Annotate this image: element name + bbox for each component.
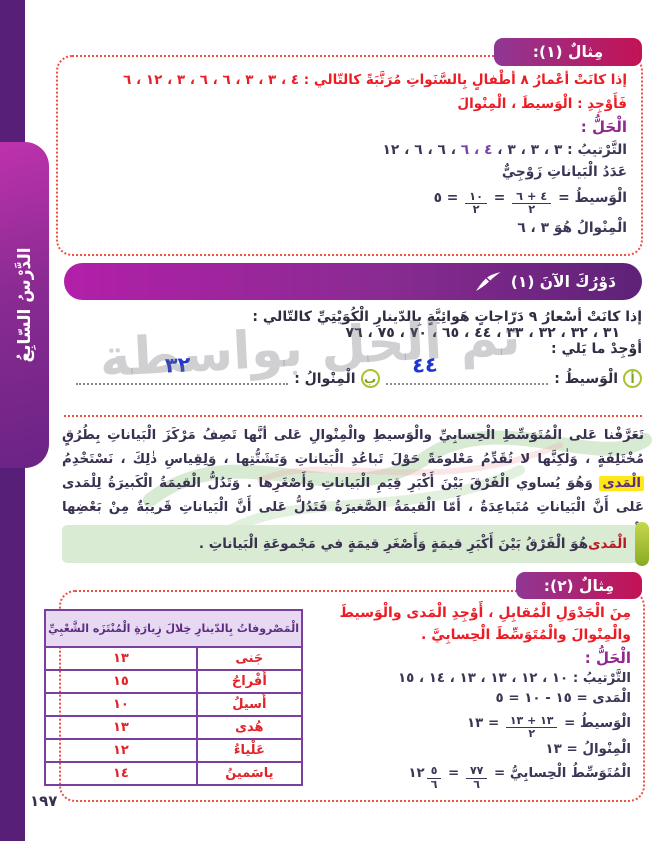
your-turn-question-line-1: إذا كانَتْ أسْعارُ ٩ دَرّاجاتٍ هَوائِيَّ… bbox=[252, 309, 642, 325]
expenses-table: الْمَصْروفاتُ بِالدّينارِ خِلالَ زِيارَة… bbox=[44, 609, 304, 786]
example-2-section: مِنَ الْجَدْوَلِ الْمُقابِلِ ، أَوْجِدِ … bbox=[44, 590, 645, 802]
your-turn-title: دَوْرُكَ الآنَ (١) bbox=[510, 272, 616, 291]
mode-line: الْمِنْوالُ = ١٣ bbox=[545, 742, 631, 758]
example-1-badge: مِثالٌ (١): bbox=[494, 38, 642, 66]
your-turn-section: إذا كانَتْ أسْعارُ ٩ دَرّاجاتٍ هَوائِيَّ… bbox=[64, 303, 642, 417]
median-label: الْوَسيطُ = bbox=[553, 190, 627, 207]
table-row: أَسيلُ ١٠ bbox=[44, 692, 304, 717]
student-name: جَنى bbox=[195, 646, 304, 671]
definition-term: الْمَدى bbox=[588, 536, 627, 552]
expense-value: ١٥ bbox=[44, 669, 198, 694]
mean-equation-line: الْمُتَوَسِّطُ الْحِسابِيُّ = ٧٧ ٦ = ١٢ ٥ ٦ bbox=[313, 760, 631, 791]
part-a-circle: أ bbox=[623, 369, 642, 388]
example-1-section: إذا كانَتْ أعْمارُ ٨ أطْفالٍ بِالسَّنَوا… bbox=[56, 55, 643, 256]
highlighted-term-range: الْمَدى bbox=[599, 476, 644, 492]
mean-label: الْمُتَوَسِّطُ الْحِسابِيُّ = bbox=[489, 766, 631, 782]
expense-value: ١٠ bbox=[44, 692, 198, 717]
your-turn-prompt: أوْجِدْ ما يَلي : bbox=[551, 341, 642, 357]
part-b-label: الْمِنْوالُ : bbox=[294, 370, 356, 387]
table-row: ياسَمينُ ١٤ bbox=[44, 761, 304, 786]
example-2-badge: مِثالٌ (٢): bbox=[516, 572, 642, 599]
expense-value: ١٣ bbox=[44, 715, 198, 740]
part-a-label: الْوَسيطُ : bbox=[554, 370, 618, 387]
student-name: أَفْراحُ bbox=[195, 669, 304, 694]
student-name: هُدى bbox=[195, 715, 304, 740]
range-definition-box: الْمَدى هُوَ الْفَرْقُ بَيْنَ أَكْبَرِ ق… bbox=[62, 522, 649, 566]
expenses-table-header: الْمَصْروفاتُ بِالدّينارِ خِلالَ زِيارَة… bbox=[44, 609, 303, 648]
example-1-question-line-1: إذا كانَتْ أعْمارُ ٨ أطْفالٍ بِالسَّنَوا… bbox=[123, 72, 627, 88]
table-row: عَلْياءُ ١٢ bbox=[44, 738, 304, 763]
example-2-table-column: الْمَصْروفاتُ بِالدّينارِ خِلالَ زِيارَة… bbox=[44, 602, 307, 796]
student-name: أَسيلُ bbox=[195, 692, 304, 717]
example-2-question-line-2: والْمِنْوالَ والْمُتَوَسِّطَ الْحِسابِيَ… bbox=[421, 627, 631, 644]
median-equation-line: الْوَسيطُ = ١٣ + ١٣ ٢ = ١٣ bbox=[313, 710, 631, 741]
ordering-line: التَّرْتيبُ : ٣ ، ٣ ، ٣ ، ٤ ، ٦ ، ٦ ، ٦ … bbox=[68, 139, 627, 161]
writing-hand-icon bbox=[475, 271, 501, 292]
definition-text: هُوَ الْفَرْقُ بَيْنَ أَكْبَرِ قيمَةٍ وَ… bbox=[198, 536, 589, 552]
mode-line: الْمِنْوالُ هُوَ ٣ ، ٦ bbox=[517, 219, 627, 236]
example-1-question-line-2: فَأَوْجِدِ : الْوَسيطَ ، الْمِنْوالَ bbox=[457, 95, 627, 112]
table-row: أَفْراحُ ١٥ bbox=[44, 669, 304, 694]
expense-value: ١٤ bbox=[44, 761, 198, 786]
equals-sign: = bbox=[443, 766, 464, 782]
example-2-text-column: مِنَ الْجَدْوَلِ الْمُقابِلِ ، أَوْجِدِ … bbox=[313, 602, 631, 796]
part-b-handwritten-answer: ٣٢ bbox=[164, 351, 192, 378]
example-2-solution-heading: الْحَلُّ : bbox=[584, 648, 631, 667]
mixed-number: ١٢ ٥ ٦ bbox=[408, 765, 443, 791]
ordering-suffix: ، ٦ ، ٦ ، ١٢ bbox=[382, 141, 461, 158]
student-name: عَلْياءُ bbox=[195, 738, 304, 763]
fraction: ١٣ + ١٣ ٢ bbox=[505, 714, 558, 741]
ordering-line: التَّرْتيبُ : ١٠ ، ١٢ ، ١٣ ، ١٣ ، ١٤ ، ١… bbox=[397, 671, 631, 687]
lesson-tab-label: الدَّرْسُ السّابِعُ bbox=[14, 247, 35, 363]
answers-row: أ الْوَسيطُ : ٤٤ ب الْمِنْوالُ : ٣٢ bbox=[64, 352, 642, 388]
ordering-prefix: ٣ ، ٣ ، ٣ ، bbox=[492, 141, 563, 158]
example-1-solution: التَّرْتيبُ : ٣ ، ٣ ، ٣ ، ٤ ، ٦ ، ٦ ، ٦ … bbox=[68, 139, 627, 239]
part-b-answer-blank[interactable]: ٣٢ bbox=[76, 352, 289, 385]
equals-sign: = bbox=[488, 190, 511, 207]
median-label: الْوَسيطُ = bbox=[559, 715, 631, 731]
expense-value: ١٣ bbox=[44, 646, 198, 671]
range-intro-paragraph: تَعَرَّفْنا عَلى الْمُتَوَسِّطِ الْحِساب… bbox=[62, 424, 644, 545]
student-name: ياسَمينُ bbox=[195, 761, 304, 786]
example-1-solution-heading: الْحَلُّ : bbox=[580, 118, 627, 137]
paragraph-text: تَعَرَّفْنا عَلى الْمُتَوَسِّطِ الْحِساب… bbox=[62, 428, 644, 468]
ordering-label: التَّرْتيبُ : bbox=[562, 141, 627, 158]
page-number: ١٩٧ bbox=[30, 792, 58, 810]
median-result: = ٥ bbox=[433, 190, 464, 207]
expense-value: ١٢ bbox=[44, 738, 198, 763]
paragraph-text: وَهُوَ يُساوي الْفَرْقَ بَيْنَ أَكْبَرِ … bbox=[62, 476, 644, 539]
table-row: هُدى ١٣ bbox=[44, 715, 304, 740]
lesson-tab: الدَّرْسُ السّابِعُ bbox=[0, 142, 49, 468]
part-a-answer-blank[interactable]: ٤٤ bbox=[385, 352, 549, 385]
your-turn-banner: دَوْرُكَ الآنَ (١) bbox=[64, 263, 642, 300]
range-line: الْمَدى = ١٥ - ١٠ = ٥ bbox=[495, 691, 632, 707]
example-2-solution: التَّرْتيبُ : ١٠ ، ١٢ ، ١٣ ، ١٣ ، ١٤ ، ١… bbox=[313, 669, 631, 791]
fraction: ٧٧ ٦ bbox=[465, 765, 488, 791]
table-row: جَنى ١٣ bbox=[44, 646, 304, 671]
fraction: ١٠ ٢ bbox=[465, 190, 487, 217]
definition-box-tab bbox=[635, 522, 649, 566]
median-result: = ١٣ bbox=[466, 715, 504, 731]
part-b-circle: ب bbox=[360, 369, 380, 388]
your-turn-data-values: ٣١ ، ٣٢ ، ٣٢ ، ٣٣ ، ٤٤ ، ٦٥ ، ٧٠ ، ٧٥ ، … bbox=[345, 325, 620, 341]
ordering-middle-values: ٤ ، ٦ bbox=[460, 141, 493, 158]
example-2-question-line-1: مِنَ الْجَدْوَلِ الْمُقابِلِ ، أَوْجِدِ … bbox=[339, 605, 631, 621]
part-a-handwritten-answer: ٤٤ bbox=[410, 351, 438, 378]
even-count-line: عَدَدُ الْبَياناتِ زَوْجِيٌّ bbox=[501, 164, 627, 181]
